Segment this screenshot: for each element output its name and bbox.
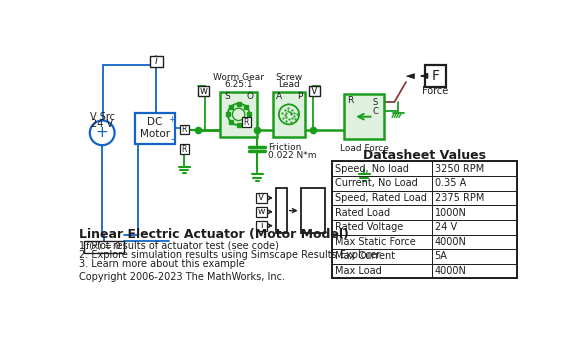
Bar (332, 191, 432, 205)
Text: R: R (182, 145, 187, 154)
Text: Worm Gear: Worm Gear (213, 73, 264, 82)
Text: Rated Load: Rated Load (335, 208, 391, 218)
Text: 0.022 N*m: 0.022 N*m (268, 151, 317, 160)
Text: Friction: Friction (268, 143, 301, 152)
Text: -: - (170, 134, 173, 144)
Bar (180, 145, 189, 154)
Bar (432, 176, 517, 191)
Text: i: i (260, 221, 262, 230)
Bar (432, 264, 517, 278)
Text: V: V (311, 86, 318, 96)
Bar (332, 264, 432, 278)
Bar (220, 92, 257, 137)
Text: C: C (372, 107, 378, 116)
Bar (242, 118, 251, 127)
Text: R: R (244, 118, 249, 127)
Bar (332, 234, 432, 249)
Text: Max Static Force: Max Static Force (335, 237, 416, 247)
Text: 1. Plot results of actuator test (see code): 1. Plot results of actuator test (see co… (79, 240, 279, 250)
Bar (255, 220, 267, 231)
Bar (332, 161, 517, 278)
Text: 24 V: 24 V (435, 222, 457, 232)
Text: Speed, No load: Speed, No load (335, 164, 409, 174)
Bar (276, 188, 287, 233)
Bar (332, 161, 432, 176)
Bar (344, 94, 384, 139)
Text: i: i (155, 56, 158, 66)
Bar (332, 205, 432, 220)
Text: Lead: Lead (278, 80, 300, 89)
Circle shape (228, 104, 250, 125)
Text: 2375 RPM: 2375 RPM (435, 193, 484, 203)
Text: O: O (246, 92, 253, 101)
Text: Rated Voltage: Rated Voltage (335, 222, 404, 232)
Text: 5A: 5A (435, 251, 448, 261)
Text: R: R (347, 96, 353, 105)
Text: R: R (182, 125, 187, 134)
Text: 24 V: 24 V (91, 119, 113, 130)
Text: 1000N: 1000N (435, 208, 467, 218)
Text: Linear Electric Actuator (Motor Model): Linear Electric Actuator (Motor Model) (79, 228, 349, 241)
Text: 0.35 A: 0.35 A (435, 178, 466, 188)
Text: 6.25:1: 6.25:1 (224, 80, 253, 89)
Text: A: A (276, 92, 282, 101)
Bar (332, 249, 432, 264)
Bar (273, 92, 305, 137)
Bar (332, 220, 432, 235)
Text: Max Current: Max Current (335, 251, 396, 261)
Text: Load Force: Load Force (340, 144, 389, 153)
Text: V Src: V Src (90, 112, 115, 122)
Text: Max Load: Max Load (335, 266, 382, 276)
Bar (150, 56, 162, 66)
Text: Current, No Load: Current, No Load (335, 178, 418, 188)
Text: S: S (224, 92, 230, 101)
Text: F: F (431, 69, 439, 83)
Text: +: + (96, 125, 109, 140)
Text: ◄: ◄ (406, 71, 414, 81)
Text: 4000N: 4000N (435, 266, 467, 276)
Bar (135, 113, 175, 144)
Circle shape (232, 108, 245, 120)
Bar (432, 220, 517, 235)
Text: V: V (258, 194, 264, 202)
Bar (432, 161, 517, 176)
Bar (309, 86, 320, 96)
Text: Copyright 2006-2023 The MathWorks, Inc.: Copyright 2006-2023 The MathWorks, Inc. (79, 272, 285, 282)
Bar (432, 205, 517, 220)
Text: Force: Force (423, 85, 449, 96)
Text: w: w (200, 86, 208, 96)
Bar (432, 234, 517, 249)
Circle shape (90, 120, 115, 145)
Bar (300, 188, 325, 233)
Bar (255, 207, 267, 217)
Text: 3250 RPM: 3250 RPM (435, 164, 484, 174)
Text: Datasheet Values: Datasheet Values (363, 149, 486, 162)
Bar (255, 193, 267, 203)
Text: DC
Motor: DC Motor (140, 118, 170, 139)
Circle shape (279, 104, 299, 124)
Text: +: + (169, 114, 175, 124)
Text: f(x) = 0: f(x) = 0 (87, 242, 121, 251)
Bar (432, 249, 517, 264)
Text: P: P (297, 92, 302, 101)
Text: 2. Explore simulation results using Simscape Results Explorer: 2. Explore simulation results using Sims… (79, 250, 380, 259)
Text: Screw: Screw (275, 73, 303, 82)
Text: 3. Learn more about this example: 3. Learn more about this example (79, 259, 244, 269)
Bar (425, 65, 446, 87)
Bar (84, 241, 124, 253)
Text: S: S (372, 98, 378, 106)
Text: Speed, Rated Load: Speed, Rated Load (335, 193, 427, 203)
Text: ◄: ◄ (406, 71, 414, 81)
Text: w: w (257, 207, 265, 216)
Bar (432, 191, 517, 205)
Text: 4000N: 4000N (435, 237, 467, 247)
Bar (198, 86, 209, 96)
Bar (332, 176, 432, 191)
Bar (180, 125, 189, 134)
